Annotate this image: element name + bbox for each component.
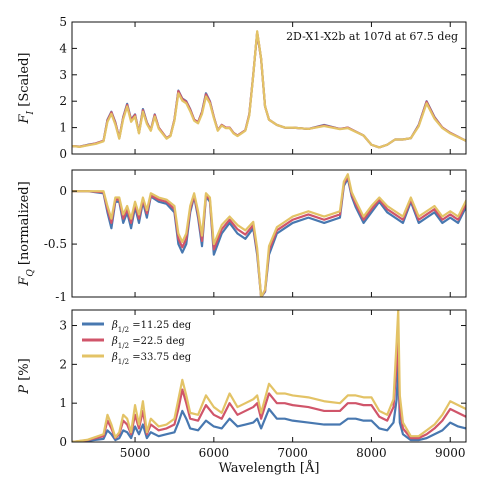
x-tick-label: 8000 xyxy=(356,446,387,460)
x-tick-label: 6000 xyxy=(199,446,230,460)
panel-1-series xyxy=(72,30,466,149)
y-tick-label: -1 xyxy=(55,290,67,304)
y-tick-label: 3 xyxy=(59,68,67,82)
series-line-3 xyxy=(72,310,466,442)
panel-3-series xyxy=(72,310,466,442)
panel-1-ylabel: FI [Scaled] xyxy=(17,53,36,125)
y-tick-label: 1 xyxy=(59,396,67,410)
x-tick-label: 7000 xyxy=(277,446,308,460)
panel-2: -1 -0.5 0 FQ [normalized] xyxy=(17,169,467,304)
y-tick-label: 1 xyxy=(59,121,67,135)
legend-label: β1/2 =11.25 deg xyxy=(111,320,192,334)
panel-2-frame xyxy=(71,169,467,298)
y-tick-label: -0.5 xyxy=(44,237,67,251)
panel-1-frame xyxy=(71,21,467,155)
y-tick-label: 2 xyxy=(59,357,67,371)
series-line-1 xyxy=(72,177,466,297)
panel-3-ylabel: P [%] xyxy=(17,358,32,394)
series-line-2 xyxy=(72,175,466,297)
series-line-2 xyxy=(72,30,466,149)
y-tick-label: 5 xyxy=(59,15,67,29)
x-axis-label: Wavelength [Å] xyxy=(219,460,320,476)
panel-annotation: 2D-X1-X2b at 107d at 67.5 deg xyxy=(286,30,458,43)
y-tick-label: 0 xyxy=(59,184,67,198)
panel-3-frame xyxy=(71,309,467,443)
legend-label: β1/2 =22.5 deg xyxy=(111,336,185,350)
y-tick-label: 3 xyxy=(59,319,67,333)
x-tick-label: 9000 xyxy=(435,446,466,460)
legend-label: β1/2 =33.75 deg xyxy=(111,352,192,366)
panel-3: 0 1 2 3 5000 6000 7000 8000 9000 P [%] β1/2 =11.25… xyxy=(17,309,467,460)
y-tick-label: 4 xyxy=(59,41,67,55)
series-line-3 xyxy=(72,30,466,149)
y-tick-label: 0 xyxy=(59,435,67,449)
x-tick-label: 5000 xyxy=(120,446,151,460)
panel-2-series xyxy=(72,173,466,297)
panel-2-ylabel: FQ [normalized] xyxy=(17,181,36,286)
legend: β1/2 =11.25 deg β1/2 =22.5 deg β1/2 =33.75… xyxy=(82,320,192,366)
series-line-3 xyxy=(72,173,466,297)
panel-1: 0 1 2 3 4 5 FI [Scaled] 2D-X1-X2b at 107d at 67… xyxy=(17,15,467,161)
y-tick-label: 2 xyxy=(59,94,67,108)
y-tick-label: 0 xyxy=(59,147,67,161)
series-line-1 xyxy=(72,31,466,149)
